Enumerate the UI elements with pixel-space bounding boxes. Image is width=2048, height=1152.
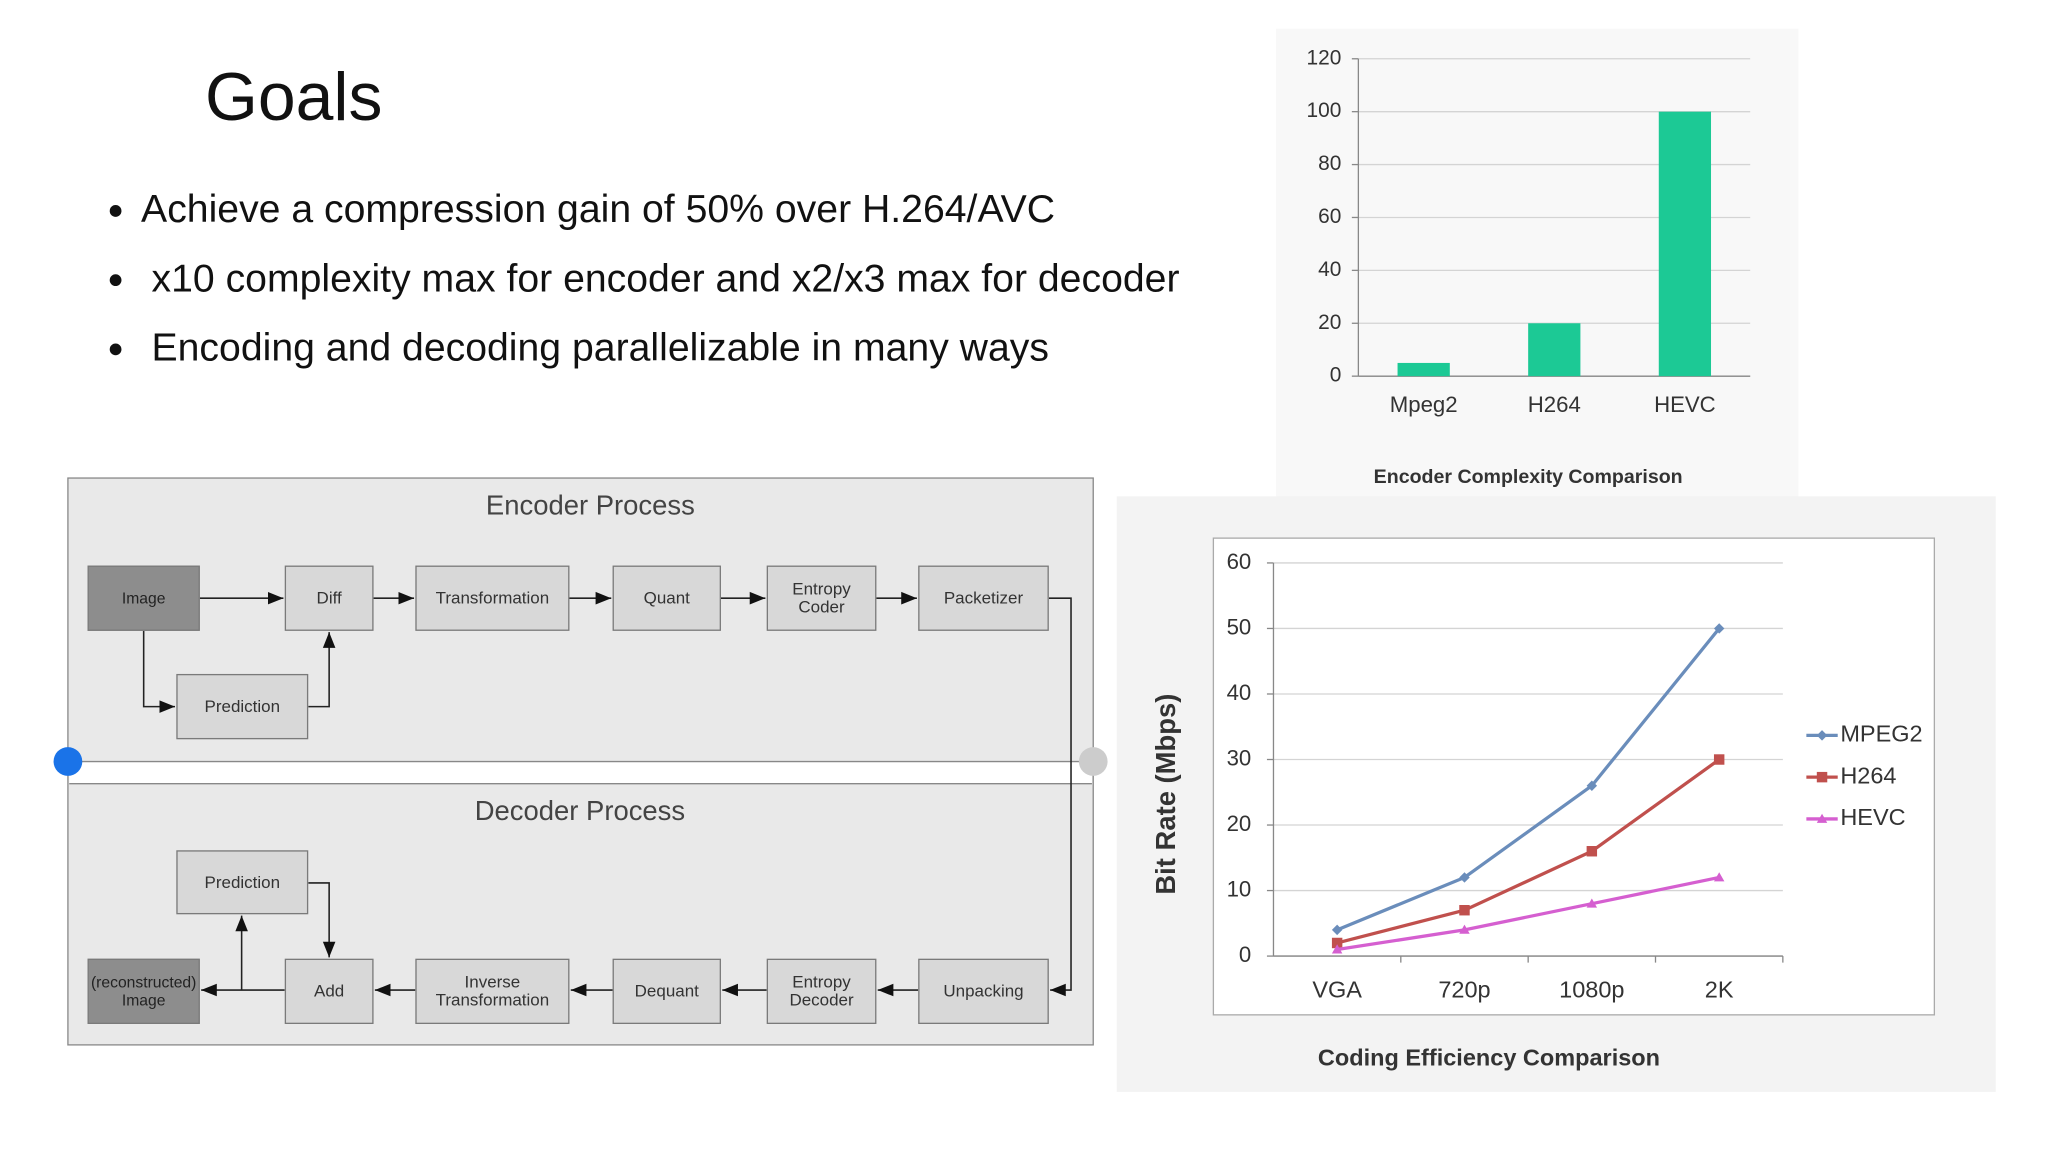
legend-marker <box>1816 771 1828 783</box>
y-tick-label: 30 <box>1227 745 1252 770</box>
point <box>1459 904 1470 916</box>
y-tick-label: 120 <box>1307 46 1342 69</box>
legend-label: HEVC <box>1840 804 1905 830</box>
node: Packetizer <box>918 565 1049 631</box>
point <box>1713 623 1725 634</box>
bar <box>1528 323 1581 377</box>
y-tick-label: 0 <box>1239 942 1251 967</box>
point <box>1586 780 1598 791</box>
y-tick-label: 60 <box>1318 205 1341 228</box>
bullet-list: Achieve a compression gain of 50% over H… <box>104 183 1179 391</box>
point <box>1586 846 1598 857</box>
y-tick-label: 80 <box>1318 152 1341 175</box>
y-tick-label: 10 <box>1227 876 1252 901</box>
line-series <box>1336 758 1721 945</box>
pane-title: Decoder Process <box>474 796 686 827</box>
legend-label: H264 <box>1840 762 1896 788</box>
x-tick-label: 1080p <box>1559 977 1624 1003</box>
bullet: Encoding and decoding parallelizable in … <box>141 321 1179 390</box>
y-axis-label: Bit Rate (Mbps) <box>1150 694 1181 895</box>
bar <box>1397 362 1450 377</box>
x-tick-label: Mpeg2 <box>1390 392 1458 417</box>
pane-title: Encoder Process <box>485 491 695 522</box>
y-tick-label: 20 <box>1318 311 1341 334</box>
x-tick-label: H264 <box>1528 392 1581 417</box>
line-series <box>1336 627 1721 932</box>
slide-title: Goals <box>205 60 383 136</box>
node: Image <box>87 565 200 631</box>
node: Dequant <box>612 958 721 1024</box>
bullet: x10 complexity max for encoder and x2/x3… <box>141 252 1180 321</box>
point <box>1713 754 1725 765</box>
bullet: Achieve a compression gain of 50% over H… <box>141 183 1179 252</box>
node: (reconstructed) Image <box>87 958 200 1024</box>
point <box>1331 924 1343 936</box>
node: Entropy Coder <box>766 565 877 631</box>
y-tick-label: 60 <box>1227 549 1252 574</box>
legend-marker <box>1816 813 1828 823</box>
node: Quant <box>612 565 721 631</box>
handle[interactable] <box>1078 747 1108 776</box>
legend-label: MPEG2 <box>1840 721 1922 747</box>
y-tick-label: 50 <box>1227 614 1252 639</box>
y-tick-label: 0 <box>1330 364 1342 387</box>
y-tick-label: 100 <box>1307 99 1342 122</box>
point <box>1331 937 1343 949</box>
y-tick-label: 40 <box>1227 680 1252 705</box>
node: Entropy Decoder <box>766 958 877 1024</box>
node: Unpacking <box>918 958 1049 1024</box>
bar <box>1658 111 1712 377</box>
chart-title: Encoder Complexity Comparison <box>1374 466 1683 488</box>
line-series <box>1336 875 1720 952</box>
x-tick-label: 2K <box>1705 977 1734 1003</box>
node: Add <box>284 958 374 1024</box>
arrows <box>142 591 1072 997</box>
pane-divider <box>69 762 1092 784</box>
node: Inverse Transformation <box>415 958 570 1024</box>
chart-title: Coding Efficiency Comparison <box>1318 1044 1660 1070</box>
y-tick-label: 20 <box>1227 811 1252 836</box>
point <box>1459 924 1470 934</box>
node: Diff <box>284 565 374 631</box>
point <box>1586 898 1598 908</box>
node: Transformation <box>415 565 570 631</box>
handle[interactable] <box>53 747 83 776</box>
chart-panel <box>1276 28 1799 506</box>
point <box>1713 872 1725 882</box>
legend-marker <box>1816 730 1828 741</box>
y-tick-label: 40 <box>1318 258 1341 281</box>
point <box>1331 944 1343 954</box>
x-tick-label: VGA <box>1312 977 1362 1003</box>
node: Prediction <box>176 850 309 915</box>
x-tick-label: 720p <box>1438 977 1490 1003</box>
node: Prediction <box>176 673 309 740</box>
x-tick-label: HEVC <box>1654 392 1716 417</box>
